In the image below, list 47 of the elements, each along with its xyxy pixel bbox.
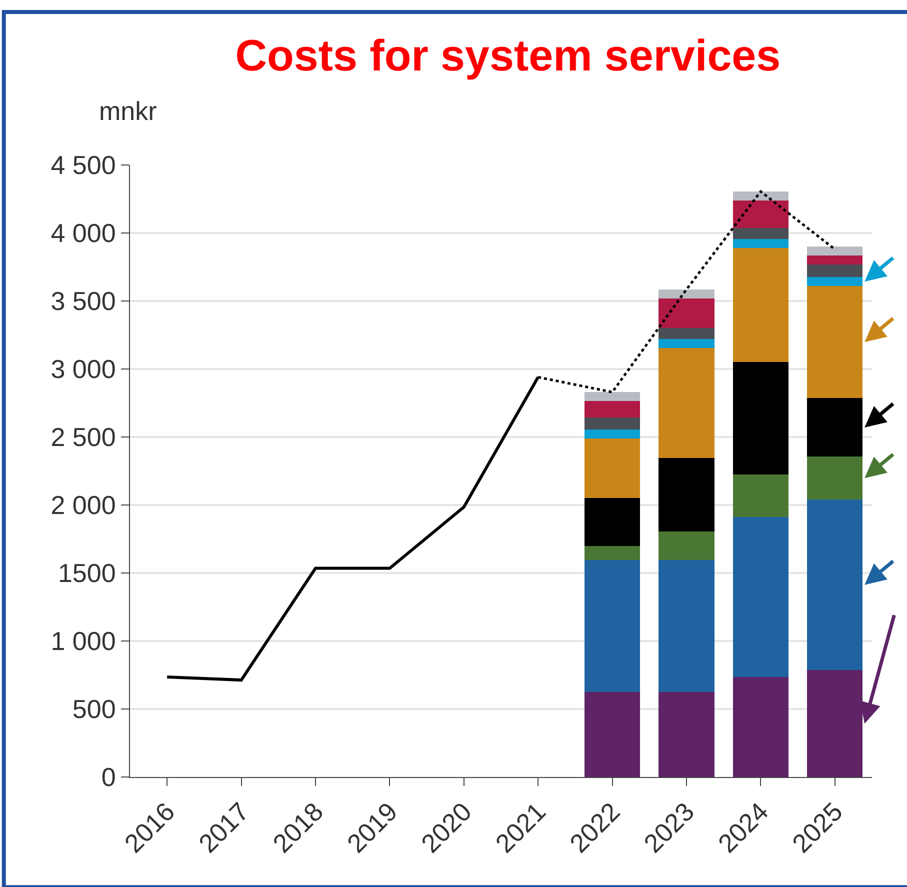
bar <box>732 200 789 228</box>
y-tick-label: 4 500 <box>50 150 116 180</box>
bar <box>732 192 789 200</box>
bar <box>584 560 640 692</box>
bar <box>658 532 714 560</box>
y-tick-label: 2 000 <box>50 490 116 520</box>
bar <box>732 248 789 362</box>
bar <box>732 228 789 240</box>
y-tick-label: 500 <box>72 694 116 724</box>
bar <box>807 246 863 256</box>
bar <box>658 560 714 692</box>
y-tick-label: 3 500 <box>50 286 116 316</box>
bar <box>807 255 863 264</box>
bar <box>807 264 863 278</box>
bar <box>732 239 789 248</box>
y-tick-label: 1 000 <box>50 626 116 656</box>
bar <box>732 677 789 777</box>
y-tick-label: 3 000 <box>50 354 116 384</box>
bar <box>732 517 789 678</box>
chart-title: Costs for system services <box>235 32 781 81</box>
bar <box>584 430 640 438</box>
bar <box>584 498 640 546</box>
bar <box>658 692 714 777</box>
y-tick-label: 2 500 <box>50 422 116 452</box>
bar <box>807 286 863 398</box>
bar <box>658 348 714 458</box>
bar <box>584 392 640 401</box>
bar <box>584 546 640 560</box>
bar <box>584 417 640 430</box>
y-tick-label: 1500 <box>58 558 116 588</box>
bar <box>584 692 640 777</box>
bar <box>584 400 640 418</box>
bar <box>658 458 714 532</box>
bar <box>658 289 714 298</box>
bar <box>658 298 714 328</box>
bar <box>732 362 789 474</box>
bar <box>658 339 714 348</box>
bar <box>807 277 863 286</box>
y-axis-title: mnkr <box>99 96 158 126</box>
y-tick-label: 4 000 <box>50 218 116 248</box>
bar <box>807 398 863 457</box>
bar <box>807 456 863 500</box>
bar <box>658 328 714 340</box>
bar <box>584 438 640 498</box>
bar <box>732 474 789 518</box>
bar <box>807 500 863 670</box>
y-tick-label: 0 <box>101 762 116 792</box>
